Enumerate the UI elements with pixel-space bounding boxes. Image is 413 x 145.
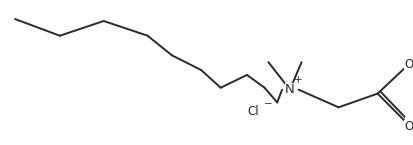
Text: O: O xyxy=(403,58,413,71)
Text: O: O xyxy=(403,120,413,133)
Text: +: + xyxy=(294,75,302,85)
Text: N: N xyxy=(284,83,294,96)
Text: −: − xyxy=(263,99,272,109)
Text: Cl: Cl xyxy=(247,105,258,118)
